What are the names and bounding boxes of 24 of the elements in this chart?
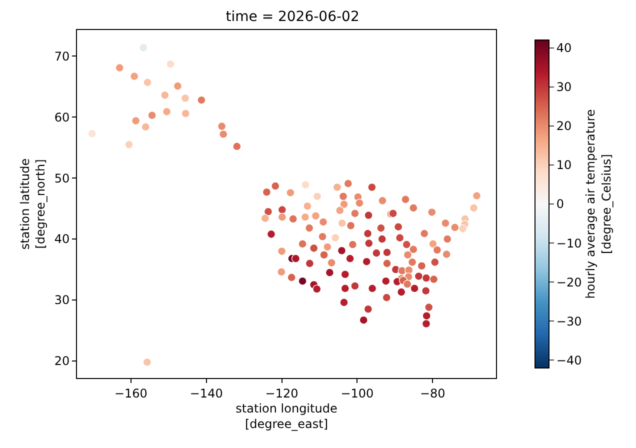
color-bar-label: 0 xyxy=(556,197,564,212)
x-tick-label: −120 xyxy=(265,386,298,400)
color-bar-label: −30 xyxy=(556,314,582,328)
color-bar-label: −20 xyxy=(556,275,582,290)
color-bar-label: 10 xyxy=(556,158,572,172)
color-bar-label: 40 xyxy=(556,41,572,56)
y-axis-title: station latitude [degree_north] xyxy=(18,158,48,250)
y-tick-label: 20 xyxy=(54,354,70,368)
x-axis-title: station longitude [degree_east] xyxy=(236,401,338,431)
x-tick-label: −160 xyxy=(114,386,148,400)
x-tick-label: −140 xyxy=(190,386,223,400)
color-bar-title: hourly average air temperature [degree_Celsius] xyxy=(584,109,614,299)
y-tick-label: 40 xyxy=(54,232,70,246)
x-tick-label: −80 xyxy=(420,386,446,400)
y-tick-label: 60 xyxy=(54,110,70,124)
x-tick-label: −100 xyxy=(340,386,374,400)
color-bar-label: −40 xyxy=(556,353,582,368)
color-bar-label: −10 xyxy=(556,236,582,250)
color-bar-label: 30 xyxy=(556,80,572,94)
y-tick-label: 70 xyxy=(54,49,70,64)
y-tick-label: 50 xyxy=(54,171,70,186)
y-tick-label: 30 xyxy=(54,293,70,308)
chart-title: time = 2026-06-02 xyxy=(226,9,360,25)
color-bar-label: 20 xyxy=(556,119,572,134)
